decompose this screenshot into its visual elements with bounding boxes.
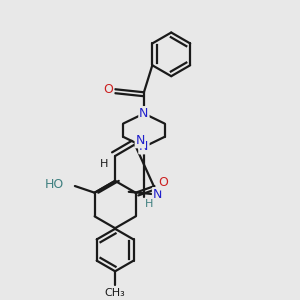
Text: H: H bbox=[99, 159, 108, 169]
Text: O: O bbox=[103, 83, 113, 96]
Text: N: N bbox=[139, 140, 148, 153]
Text: H: H bbox=[145, 199, 154, 208]
Text: CH₃: CH₃ bbox=[105, 287, 125, 298]
Text: O: O bbox=[158, 176, 168, 190]
Text: N: N bbox=[139, 107, 148, 120]
Text: N: N bbox=[136, 134, 145, 147]
Text: N: N bbox=[153, 188, 162, 201]
Text: HO: HO bbox=[45, 178, 64, 191]
